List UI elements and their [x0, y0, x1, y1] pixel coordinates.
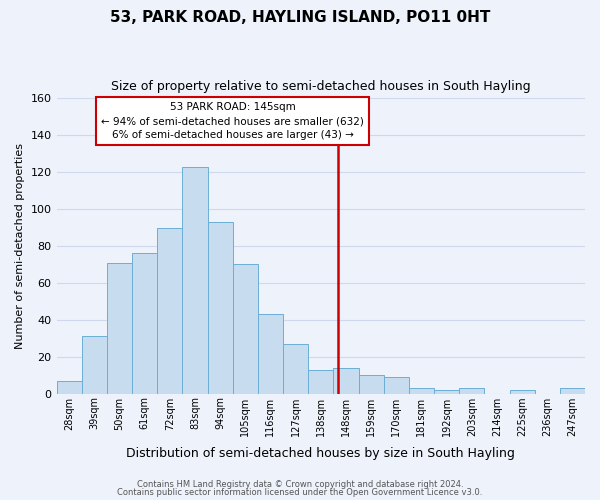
- Bar: [233, 264, 258, 394]
- Bar: [334, 368, 359, 394]
- Bar: [208, 222, 233, 394]
- Bar: [283, 344, 308, 394]
- Bar: [132, 254, 157, 394]
- Bar: [409, 388, 434, 394]
- Bar: [560, 388, 585, 394]
- Bar: [56, 380, 82, 394]
- Bar: [509, 390, 535, 394]
- Text: Contains HM Land Registry data © Crown copyright and database right 2024.: Contains HM Land Registry data © Crown c…: [137, 480, 463, 489]
- Bar: [258, 314, 283, 394]
- Bar: [82, 336, 107, 394]
- Bar: [359, 375, 383, 394]
- Bar: [383, 377, 409, 394]
- Bar: [157, 228, 182, 394]
- Text: 53, PARK ROAD, HAYLING ISLAND, PO11 0HT: 53, PARK ROAD, HAYLING ISLAND, PO11 0HT: [110, 10, 490, 25]
- Bar: [459, 388, 484, 394]
- Bar: [434, 390, 459, 394]
- X-axis label: Distribution of semi-detached houses by size in South Hayling: Distribution of semi-detached houses by …: [127, 447, 515, 460]
- Title: Size of property relative to semi-detached houses in South Hayling: Size of property relative to semi-detach…: [111, 80, 530, 93]
- Y-axis label: Number of semi-detached properties: Number of semi-detached properties: [15, 143, 25, 349]
- Text: Contains public sector information licensed under the Open Government Licence v3: Contains public sector information licen…: [118, 488, 482, 497]
- Bar: [107, 262, 132, 394]
- Text: 53 PARK ROAD: 145sqm
← 94% of semi-detached houses are smaller (632)
6% of semi-: 53 PARK ROAD: 145sqm ← 94% of semi-detac…: [101, 102, 364, 140]
- Bar: [182, 166, 208, 394]
- Bar: [308, 370, 334, 394]
